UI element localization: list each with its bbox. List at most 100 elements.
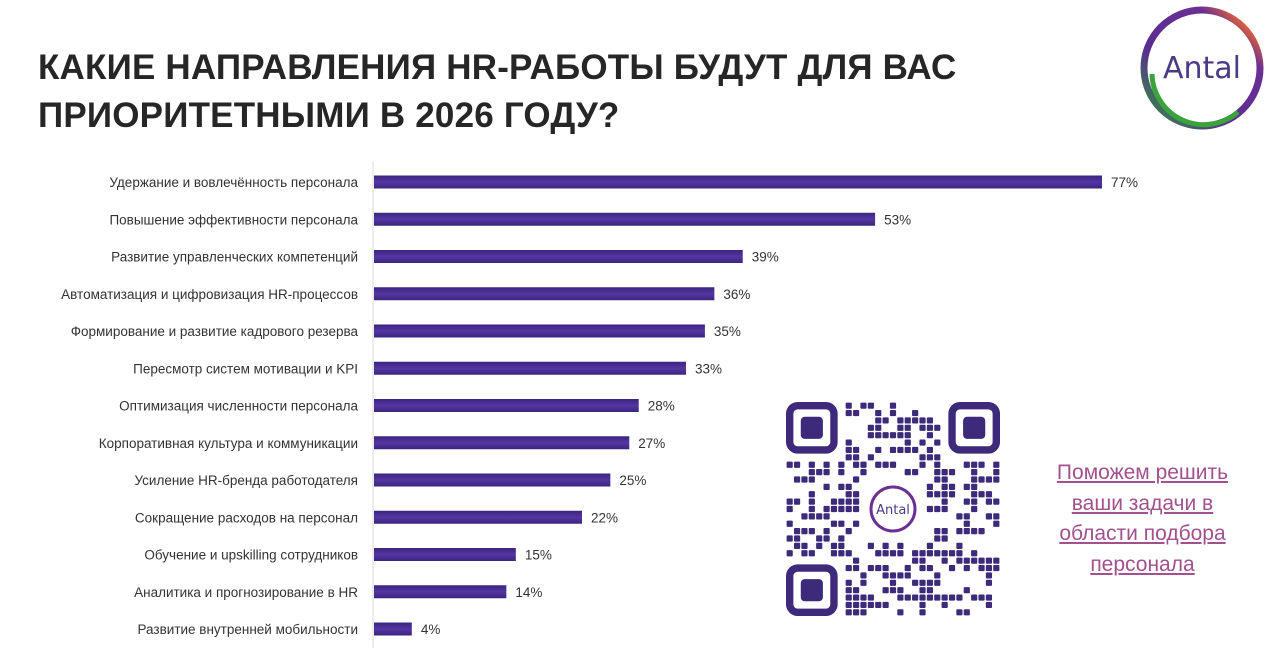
qr-module bbox=[919, 424, 926, 431]
qr-module bbox=[853, 454, 860, 461]
qr-module bbox=[941, 498, 948, 505]
qr-module bbox=[860, 402, 867, 409]
qr-module bbox=[860, 594, 867, 601]
qr-module bbox=[971, 550, 978, 557]
qr-module bbox=[934, 476, 941, 483]
qr-module bbox=[971, 491, 978, 498]
qr-module bbox=[875, 432, 882, 439]
bar bbox=[374, 287, 715, 301]
qr-module bbox=[919, 564, 926, 572]
qr-module bbox=[860, 601, 867, 609]
data-label: 4% bbox=[421, 622, 441, 637]
qr-module bbox=[904, 424, 911, 431]
qr-module bbox=[867, 564, 874, 572]
bar bbox=[374, 585, 507, 599]
qr-module bbox=[882, 432, 889, 439]
qr-module bbox=[919, 461, 926, 468]
qr-module bbox=[860, 469, 867, 476]
qr-module bbox=[963, 498, 970, 505]
qr-module bbox=[919, 557, 926, 564]
qr-module bbox=[963, 609, 970, 616]
qr-module bbox=[808, 505, 815, 513]
qr-module bbox=[793, 476, 801, 483]
qr-module bbox=[904, 572, 911, 579]
qr-module bbox=[889, 572, 897, 579]
qr-module bbox=[889, 446, 897, 454]
qr-module bbox=[845, 579, 852, 586]
qr-module bbox=[941, 601, 948, 609]
qr-module bbox=[845, 402, 852, 409]
qr-module bbox=[926, 550, 933, 557]
qr-module bbox=[926, 417, 933, 424]
qr-module bbox=[793, 498, 801, 505]
qr-module bbox=[786, 505, 793, 513]
qr-module bbox=[838, 520, 845, 527]
antal-logo: Antal bbox=[1140, 6, 1264, 130]
qr-module bbox=[816, 535, 823, 542]
qr-module bbox=[919, 550, 926, 557]
qr-module bbox=[904, 469, 911, 476]
qr-module bbox=[941, 550, 948, 557]
qr-module bbox=[919, 587, 926, 594]
qr-module bbox=[830, 498, 838, 505]
qr-code[interactable]: Antal bbox=[786, 402, 1000, 616]
qr-module bbox=[845, 550, 852, 557]
cta-link[interactable]: Поможем решить ваши задачи в области под… bbox=[1056, 461, 1229, 576]
qr-module bbox=[793, 528, 801, 535]
qr-finder bbox=[786, 402, 838, 454]
qr-module bbox=[956, 528, 963, 535]
qr-module bbox=[875, 446, 882, 454]
qr-module bbox=[808, 550, 815, 557]
qr-module bbox=[963, 520, 970, 527]
bar bbox=[374, 399, 639, 412]
qr-module bbox=[853, 491, 860, 498]
qr-module bbox=[801, 550, 808, 557]
qr-module bbox=[838, 505, 845, 513]
qr-module bbox=[808, 528, 815, 535]
qr-module bbox=[934, 439, 941, 446]
qr-module bbox=[926, 454, 933, 461]
qr-module bbox=[875, 564, 882, 572]
qr-module bbox=[985, 579, 993, 586]
qr-module bbox=[875, 409, 882, 417]
qr-module bbox=[941, 476, 948, 483]
qr-module bbox=[897, 550, 904, 557]
qr-module bbox=[948, 594, 956, 601]
qr-module bbox=[853, 587, 860, 594]
qr-module bbox=[845, 439, 852, 446]
qr-module bbox=[926, 505, 933, 513]
qr-module bbox=[941, 594, 948, 601]
qr-module bbox=[882, 601, 889, 609]
qr-module bbox=[801, 528, 808, 535]
qr-module bbox=[985, 564, 993, 572]
bar bbox=[374, 212, 876, 226]
qr-module bbox=[956, 594, 963, 601]
qr-module bbox=[845, 505, 852, 513]
qr-module bbox=[889, 402, 897, 409]
qr-module bbox=[926, 587, 933, 594]
qr-module bbox=[882, 461, 889, 468]
qr-module bbox=[912, 446, 919, 454]
qr-module bbox=[845, 564, 852, 572]
qr-module bbox=[830, 505, 838, 513]
qr-module bbox=[845, 528, 852, 535]
qr-module bbox=[934, 535, 941, 542]
qr-module bbox=[993, 520, 1000, 527]
qr-module bbox=[919, 579, 926, 586]
qr-module bbox=[963, 557, 970, 564]
qr-module bbox=[912, 469, 919, 476]
qr-module bbox=[845, 609, 852, 616]
qr-module bbox=[838, 498, 845, 505]
qr-module bbox=[985, 572, 993, 579]
qr-module bbox=[786, 461, 793, 468]
title-line-1: КАКИЕ НАПРАВЛЕНИЯ HR-РАБОТЫ БУДУТ ДЛЯ ВА… bbox=[38, 48, 957, 87]
data-label: 77% bbox=[1111, 175, 1138, 190]
qr-module bbox=[993, 557, 1000, 564]
qr-module bbox=[993, 461, 1000, 468]
qr-module bbox=[919, 417, 926, 424]
qr-module bbox=[904, 446, 911, 454]
category-label: Удержание и вовлечённость персонала bbox=[109, 175, 358, 190]
qr-module bbox=[786, 550, 793, 557]
qr-module bbox=[971, 483, 978, 490]
qr-module bbox=[941, 491, 948, 498]
